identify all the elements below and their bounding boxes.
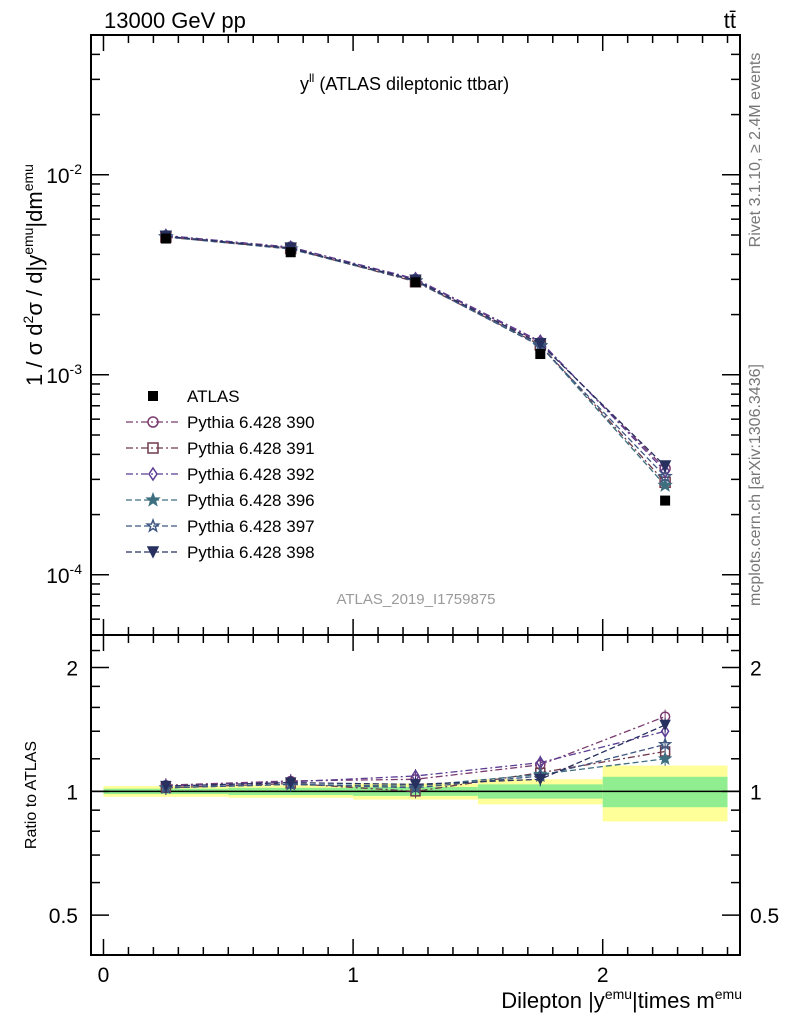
y-axis-label: 1 / σ d2σ / d|yemu|dmemu bbox=[20, 164, 47, 386]
series-marker bbox=[147, 442, 159, 454]
series-marker bbox=[147, 416, 159, 428]
series-marker bbox=[146, 546, 160, 559]
series-marker bbox=[657, 736, 673, 751]
data-marker bbox=[410, 277, 421, 288]
series-line bbox=[165, 235, 666, 469]
legend-label: Pythia 6.428 390 bbox=[187, 413, 315, 432]
legend-label: Pythia 6.428 396 bbox=[187, 491, 315, 510]
x-tick-label: 2 bbox=[597, 964, 609, 987]
series-marker bbox=[660, 463, 671, 479]
energy-label: 13000 GeV pp bbox=[104, 8, 246, 33]
y-tick-label: 10-4 bbox=[46, 561, 82, 588]
legend-label: ATLAS bbox=[187, 387, 240, 406]
ratio-tick-label-right: 0.5 bbox=[750, 905, 779, 928]
legend: ATLAS Pythia 6.428 390 Pythia 6.428 391 Pyt… bbox=[126, 387, 315, 562]
data-marker bbox=[535, 349, 546, 360]
series-marker bbox=[284, 777, 297, 789]
series-marker bbox=[160, 780, 172, 793]
series-marker bbox=[145, 517, 161, 533]
legend-label: Pythia 6.428 392 bbox=[187, 465, 315, 484]
mcplots-label: mcplots.cern.ch [arXiv:1306.3436] bbox=[747, 364, 764, 606]
process-label: tt̄ bbox=[724, 8, 736, 33]
legend-label: Pythia 6.428 391 bbox=[187, 439, 315, 458]
ratio-tick-label-right: 2 bbox=[750, 658, 762, 681]
ratio-tick-label-left: 2 bbox=[66, 658, 78, 681]
ratio-axis-label: Ratio to ATLAS bbox=[23, 741, 40, 849]
series-marker bbox=[657, 477, 673, 492]
x-axis-label: Dilepton |yemu|times memu bbox=[501, 986, 742, 1013]
axes: 0 1 2 10-2 10-3 10-4 2 2 1 1 0.5 0.5 bbox=[46, 34, 779, 987]
series-line bbox=[165, 234, 666, 472]
series-marker bbox=[660, 724, 670, 739]
y-tick-label: 10-3 bbox=[46, 361, 82, 388]
series-marker bbox=[659, 719, 671, 732]
plot-title: yll (ATLAS dileptonic ttbar) bbox=[300, 71, 509, 94]
legend-marker-data bbox=[148, 391, 158, 401]
ratio-panel-frame bbox=[90, 634, 741, 956]
ratio-panel-series bbox=[158, 709, 673, 799]
x-tick-label: 1 bbox=[347, 964, 359, 987]
ratio-tick-label-right: 1 bbox=[750, 781, 762, 804]
ratio-series-line bbox=[165, 743, 666, 789]
y-tick-label: 10-2 bbox=[46, 161, 82, 188]
ratio-tick-label-left: 1 bbox=[66, 781, 78, 804]
legend-label: Pythia 6.428 398 bbox=[187, 543, 315, 562]
ratio-series-line bbox=[165, 724, 666, 787]
data-marker bbox=[160, 233, 171, 244]
rivet-label: Rivet 3.1.10, ≥ 2.4M events bbox=[747, 53, 764, 248]
analysis-id: ATLAS_2019_I1759875 bbox=[336, 591, 495, 608]
series-marker bbox=[148, 466, 158, 482]
data-marker bbox=[285, 247, 296, 258]
x-tick-label: 0 bbox=[98, 964, 110, 987]
series-line bbox=[165, 236, 666, 483]
data-marker bbox=[660, 495, 671, 506]
series-marker bbox=[657, 751, 673, 765]
series-marker bbox=[145, 491, 161, 507]
series-marker bbox=[657, 468, 673, 484]
legend-label: Pythia 6.428 397 bbox=[187, 517, 315, 536]
series-marker bbox=[658, 460, 672, 473]
series-marker bbox=[409, 779, 422, 791]
series-marker bbox=[534, 337, 547, 351]
main-panel-series bbox=[158, 228, 673, 506]
ratio-tick-label-left: 0.5 bbox=[49, 905, 78, 928]
series-marker bbox=[534, 774, 547, 786]
